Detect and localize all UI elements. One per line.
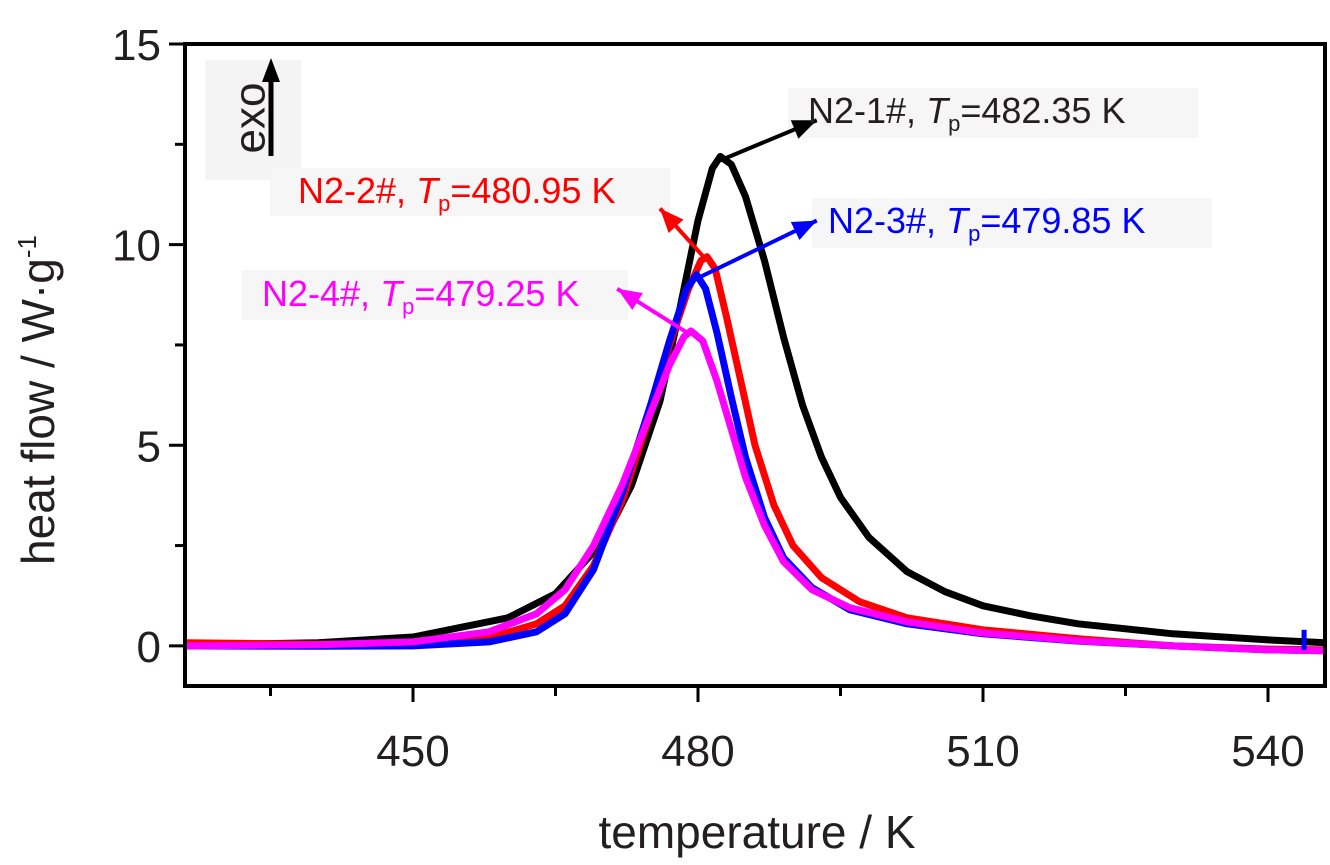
series-label-tp-subscript: p bbox=[438, 191, 450, 216]
series-label-prefix: N2-4#, bbox=[262, 273, 380, 314]
series-label-tp-value: =482.35 K bbox=[960, 90, 1125, 131]
y-axis-title-superscript: -1 bbox=[12, 235, 42, 258]
y-tick-label: 5 bbox=[137, 422, 161, 471]
x-tick-label: 540 bbox=[1231, 727, 1304, 776]
exo-arrow-icon bbox=[262, 58, 280, 82]
exo-label: exo bbox=[226, 83, 275, 154]
arrowhead-icon bbox=[790, 120, 817, 139]
series-label-tp-subscript: p bbox=[948, 111, 960, 136]
series-label-N2-3#: N2-3#, Tp=479.85 K bbox=[828, 200, 1145, 246]
series-label-tp-subscript: p bbox=[402, 294, 414, 319]
series-label-tp-symbol: T bbox=[416, 170, 441, 211]
arrowhead-icon bbox=[660, 208, 684, 233]
series-label-box bbox=[812, 198, 1212, 248]
series-label-tp-symbol: T bbox=[946, 200, 971, 241]
series-label-prefix: N2-1#, bbox=[808, 90, 926, 131]
series-label-box bbox=[270, 168, 670, 216]
series-label-box bbox=[242, 270, 628, 320]
series-label-prefix: N2-2#, bbox=[298, 170, 416, 211]
x-tick-label: 510 bbox=[946, 727, 1019, 776]
y-tick-label: 10 bbox=[112, 222, 161, 271]
series-label-tp-symbol: T bbox=[926, 90, 951, 131]
series-label-tp-value: =479.25 K bbox=[414, 273, 579, 314]
y-axis-title-main: heat flow / W·g bbox=[12, 258, 64, 565]
series-label-prefix: N2-3#, bbox=[828, 200, 946, 241]
plot-frame bbox=[183, 42, 1327, 688]
x-tick-label: 450 bbox=[376, 727, 449, 776]
series-label-tp-value: =480.95 K bbox=[450, 170, 615, 211]
series-label-tp-subscript: p bbox=[968, 221, 980, 246]
exo-indicator: exo bbox=[226, 58, 280, 156]
arrowhead-icon bbox=[617, 288, 643, 310]
series-line-N2-4# bbox=[185, 327, 1325, 655]
x-axis-title: temperature / K bbox=[598, 806, 915, 858]
y-axis-title: heat flow / W·g-1 bbox=[12, 235, 64, 565]
exo-label-box bbox=[205, 60, 301, 180]
series-label-box bbox=[788, 88, 1198, 138]
x-tick-label: 480 bbox=[661, 727, 734, 776]
series-label-N2-4#: N2-4#, Tp=479.25 K bbox=[262, 273, 579, 319]
y-tick-label: 15 bbox=[112, 21, 161, 70]
series-label-tp-symbol: T bbox=[380, 273, 405, 314]
series-line-N2-3# bbox=[185, 271, 1325, 655]
series-label-tp-value: =479.85 K bbox=[980, 200, 1145, 241]
annotation-layer: N2-1#, Tp=482.35 KN2-2#, Tp=480.95 KN2-3… bbox=[242, 88, 1212, 337]
series-label-N2-1#: N2-1#, Tp=482.35 K bbox=[808, 90, 1125, 136]
series-label-N2-2#: N2-2#, Tp=480.95 K bbox=[298, 170, 615, 216]
arrowhead-icon bbox=[790, 220, 817, 240]
y-tick-label: 0 bbox=[137, 623, 161, 672]
